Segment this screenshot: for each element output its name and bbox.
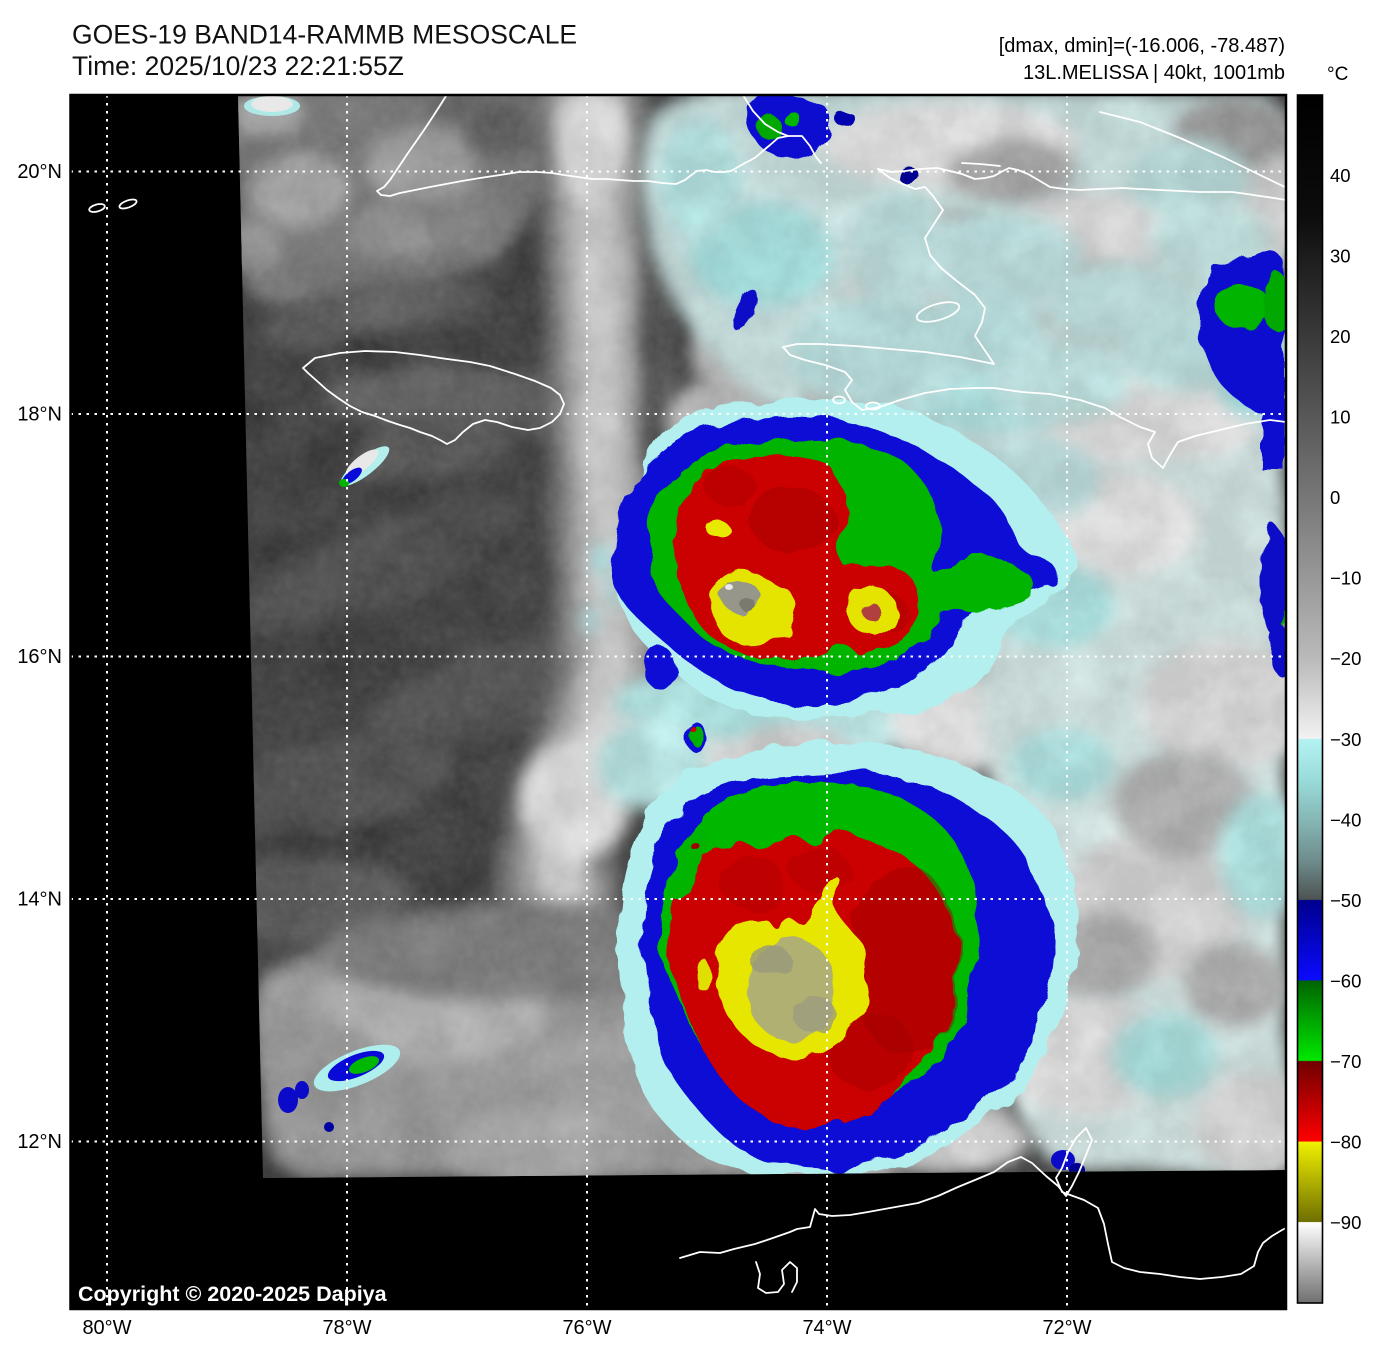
svg-text:[dmax, dmin]=(-16.006, -78.487: [dmax, dmin]=(-16.006, -78.487) <box>999 35 1285 57</box>
svg-text:30: 30 <box>1330 246 1351 267</box>
svg-text:20: 20 <box>1330 326 1351 347</box>
svg-text:−10: −10 <box>1330 568 1361 589</box>
svg-text:−80: −80 <box>1330 1131 1361 1152</box>
svg-text:76°W: 76°W <box>562 1317 611 1339</box>
svg-text:°C: °C <box>1327 64 1348 85</box>
svg-text:Time: 2025/10/23 22:21:55Z: Time: 2025/10/23 22:21:55Z <box>72 51 404 81</box>
svg-text:16°N: 16°N <box>17 646 62 668</box>
svg-text:18°N: 18°N <box>17 404 62 426</box>
svg-text:80°W: 80°W <box>82 1317 131 1339</box>
svg-text:−30: −30 <box>1330 729 1361 750</box>
svg-text:−50: −50 <box>1330 890 1361 911</box>
svg-text:74°W: 74°W <box>802 1317 851 1339</box>
svg-text:−90: −90 <box>1330 1212 1361 1233</box>
svg-text:−20: −20 <box>1330 648 1361 669</box>
svg-text:0: 0 <box>1330 487 1340 508</box>
svg-text:−60: −60 <box>1330 970 1361 991</box>
svg-text:40: 40 <box>1330 165 1351 186</box>
svg-text:10: 10 <box>1330 407 1351 428</box>
svg-text:78°W: 78°W <box>322 1317 371 1339</box>
svg-text:−40: −40 <box>1330 809 1361 830</box>
svg-text:14°N: 14°N <box>17 889 62 911</box>
svg-text:Copyright © 2020-2025 Dapiya: Copyright © 2020-2025 Dapiya <box>78 1282 388 1306</box>
svg-text:GOES-19 BAND14-RAMMB MESOSCALE: GOES-19 BAND14-RAMMB MESOSCALE <box>72 20 577 50</box>
svg-text:20°N: 20°N <box>17 161 62 183</box>
svg-text:13L.MELISSA | 40kt, 1001mb: 13L.MELISSA | 40kt, 1001mb <box>1023 62 1285 84</box>
svg-text:−70: −70 <box>1330 1051 1361 1072</box>
svg-text:12°N: 12°N <box>17 1131 62 1153</box>
svg-text:72°W: 72°W <box>1042 1317 1091 1339</box>
